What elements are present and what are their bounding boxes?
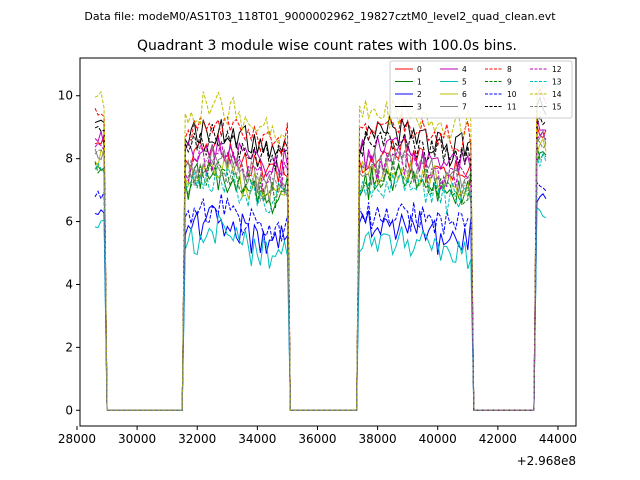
y-tick-label-10: 10 (58, 89, 73, 103)
chart-title: Quadrant 3 module wise count rates with … (137, 38, 517, 54)
legend-label-15: 15 (552, 103, 562, 112)
legend-label-14: 14 (552, 90, 562, 99)
legend-label-4: 4 (462, 65, 467, 74)
legend-label-0: 0 (417, 65, 422, 74)
y-axis: 0 2 4 6 8 10 (58, 89, 80, 417)
series-line-9 (94, 145, 547, 411)
legend-label-10: 10 (507, 90, 517, 99)
plot-frame (79, 57, 577, 427)
legend-label-6: 6 (462, 90, 467, 99)
legend-label-3: 3 (417, 103, 422, 112)
legend-label-13: 13 (552, 78, 562, 87)
y-tick-label-6: 6 (65, 215, 73, 229)
y-tick-label-2: 2 (65, 340, 73, 354)
legend-label-11: 11 (507, 103, 517, 112)
x-tick-label-40000: 40000 (419, 432, 457, 446)
legend-label-5: 5 (462, 78, 467, 87)
chart-suptitle: Data file: modeM0/AS1T03_118T01_90000029… (84, 10, 556, 23)
y-tick-label-0: 0 (65, 403, 73, 417)
x-tick-label-28000: 28000 (58, 432, 96, 446)
y-tick-label-4: 4 (65, 277, 73, 291)
legend-box (389, 60, 573, 119)
x-tick-label-42000: 42000 (479, 432, 517, 446)
x-axis: 28000 30000 32000 34000 36000 38000 40000 42000… (58, 426, 577, 446)
x-offset-label: +2.968e8 (517, 454, 576, 468)
x-tick-label-38000: 38000 (359, 432, 397, 446)
x-tick-label-36000: 36000 (298, 432, 336, 446)
x-tick-label-44000: 44000 (539, 432, 577, 446)
y-tick-label-8: 8 (65, 152, 73, 166)
x-tick-label-32000: 32000 (178, 432, 216, 446)
legend-label-7: 7 (462, 103, 467, 112)
legend-label-9: 9 (507, 78, 512, 87)
legend-label-2: 2 (417, 90, 422, 99)
x-tick-label-34000: 34000 (238, 432, 276, 446)
x-tick-label-30000: 30000 (118, 432, 156, 446)
legend-label-1: 1 (417, 78, 422, 87)
legend-label-12: 12 (552, 65, 562, 74)
series-line-15 (94, 137, 547, 411)
legend-label-8: 8 (507, 65, 512, 74)
series-layer (94, 84, 547, 411)
